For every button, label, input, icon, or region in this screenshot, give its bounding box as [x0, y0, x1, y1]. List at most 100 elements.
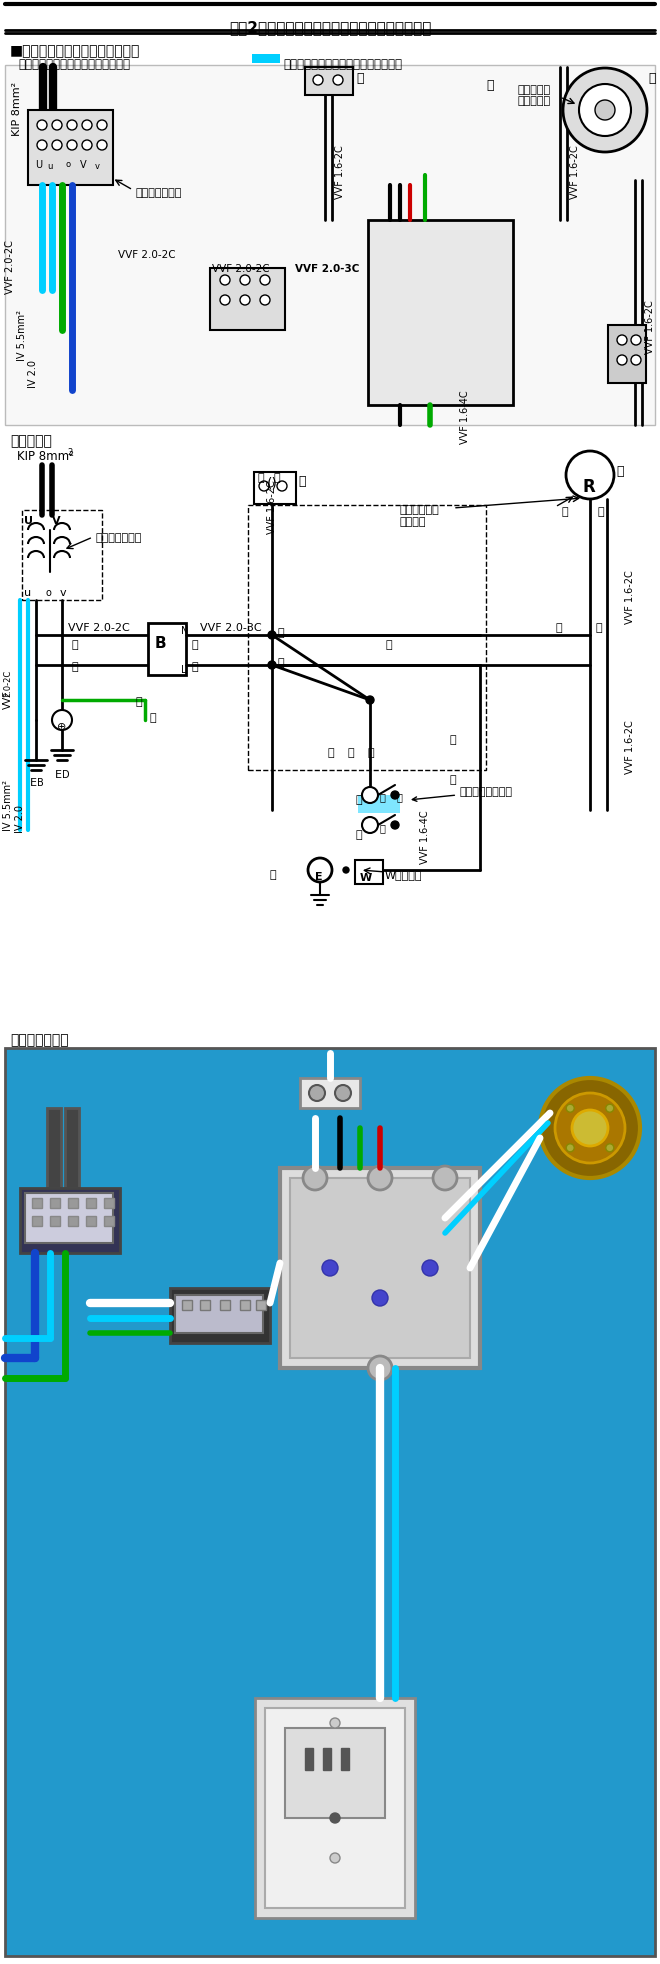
Text: イ: イ [356, 73, 364, 84]
Bar [252, 53, 280, 63]
Text: 接地側端子に白: 接地側端子に白 [95, 532, 141, 542]
Text: VVF 2.0-2C: VVF 2.0-2C [212, 263, 270, 275]
Bar [28, 110, 113, 185]
Circle shape [579, 84, 631, 136]
Circle shape [220, 275, 230, 285]
Bar [175, 1294, 263, 1334]
Circle shape [37, 120, 47, 130]
Circle shape [268, 630, 276, 638]
Text: の端子に白: の端子に白 [518, 96, 551, 106]
Text: VVF 2.0-2C: VVF 2.0-2C [68, 623, 130, 632]
Circle shape [631, 336, 641, 346]
Circle shape [566, 1143, 574, 1151]
Text: 黒: 黒 [355, 795, 362, 805]
Text: 黒: 黒 [72, 662, 79, 672]
Circle shape [368, 1355, 392, 1381]
Bar [220, 1300, 230, 1310]
Bar [68, 1216, 78, 1226]
Text: E: E [30, 778, 37, 788]
Text: イ: イ [648, 73, 655, 84]
Text: KIP 8mm²: KIP 8mm² [12, 82, 22, 136]
Text: 小: 小 [278, 628, 284, 638]
Text: 白: 白 [555, 623, 562, 632]
Text: 【正解作品例】: 【正解作品例】 [10, 1033, 69, 1047]
Circle shape [309, 1084, 325, 1102]
Text: U: U [24, 517, 33, 526]
Bar [65, 1108, 79, 1188]
Bar [240, 1300, 250, 1310]
Circle shape [540, 1078, 640, 1178]
Bar [285, 1728, 385, 1819]
Text: 白: 白 [450, 776, 457, 786]
Text: R: R [582, 477, 595, 497]
Circle shape [303, 1167, 327, 1190]
Text: KIP 8mm²: KIP 8mm² [17, 450, 74, 464]
Text: VVF 2.0-3C: VVF 2.0-3C [295, 263, 360, 275]
Circle shape [333, 75, 343, 84]
Text: 緑色の電線を除く: 緑色の電線を除く [412, 788, 513, 801]
Text: 緑: 緑 [135, 697, 142, 707]
Bar [358, 795, 400, 813]
Text: 白: 白 [562, 507, 569, 517]
Bar [104, 1198, 114, 1208]
Circle shape [343, 866, 349, 874]
Text: VVF 1.6-2C: VVF 1.6-2C [625, 570, 635, 625]
Text: U: U [35, 159, 42, 171]
Circle shape [308, 858, 332, 882]
Circle shape [391, 791, 399, 799]
Text: o: o [46, 587, 52, 597]
Bar [256, 1300, 266, 1310]
Text: VVF 1.6-4C: VVF 1.6-4C [460, 391, 470, 444]
Bar [68, 1198, 78, 1208]
Text: 受金ねじ部: 受金ねじ部 [518, 84, 551, 94]
Circle shape [52, 120, 62, 130]
Bar [355, 860, 383, 884]
Text: IV 5.5mm²: IV 5.5mm² [3, 780, 13, 831]
Bar [608, 324, 646, 383]
Text: N: N [181, 627, 188, 636]
Text: 白: 白 [191, 640, 198, 650]
Bar [5, 65, 655, 424]
Circle shape [277, 481, 287, 491]
Bar [305, 1748, 313, 1770]
Text: o: o [65, 159, 70, 169]
Circle shape [606, 1143, 614, 1151]
Bar [265, 1709, 405, 1907]
Text: u: u [24, 587, 31, 597]
Text: V: V [52, 517, 61, 526]
Circle shape [67, 120, 77, 130]
Circle shape [617, 355, 627, 365]
Text: 白: 白 [72, 640, 79, 650]
Text: v: v [60, 587, 67, 597]
Circle shape [37, 139, 47, 149]
Text: IV 2.0: IV 2.0 [28, 359, 38, 389]
Text: IV 2.0: IV 2.0 [15, 805, 25, 833]
Text: B: B [155, 636, 166, 650]
Text: イ: イ [486, 79, 494, 92]
Circle shape [97, 139, 107, 149]
Circle shape [330, 1718, 340, 1728]
Bar [22, 511, 102, 599]
Text: 黒: 黒 [597, 507, 604, 517]
Text: VVF 2.0-3C: VVF 2.0-3C [200, 623, 261, 632]
Text: u: u [47, 161, 52, 171]
Bar [32, 1198, 42, 1208]
Text: 2.0-2C: 2.0-2C [3, 670, 13, 697]
Text: 端子に白: 端子に白 [400, 517, 426, 526]
Text: イ: イ [616, 465, 624, 477]
Bar [148, 623, 186, 676]
Circle shape [313, 75, 323, 84]
Text: 中: 中 [385, 640, 391, 650]
Bar [248, 505, 486, 770]
Circle shape [433, 1167, 457, 1190]
Circle shape [563, 69, 647, 151]
Bar [254, 471, 296, 505]
Circle shape [566, 1104, 574, 1112]
Circle shape [322, 1261, 338, 1277]
Bar [5, 1049, 655, 1956]
Bar [200, 1300, 210, 1310]
Circle shape [617, 336, 627, 346]
Circle shape [52, 139, 62, 149]
Circle shape [52, 711, 72, 731]
Bar [170, 1288, 270, 1343]
